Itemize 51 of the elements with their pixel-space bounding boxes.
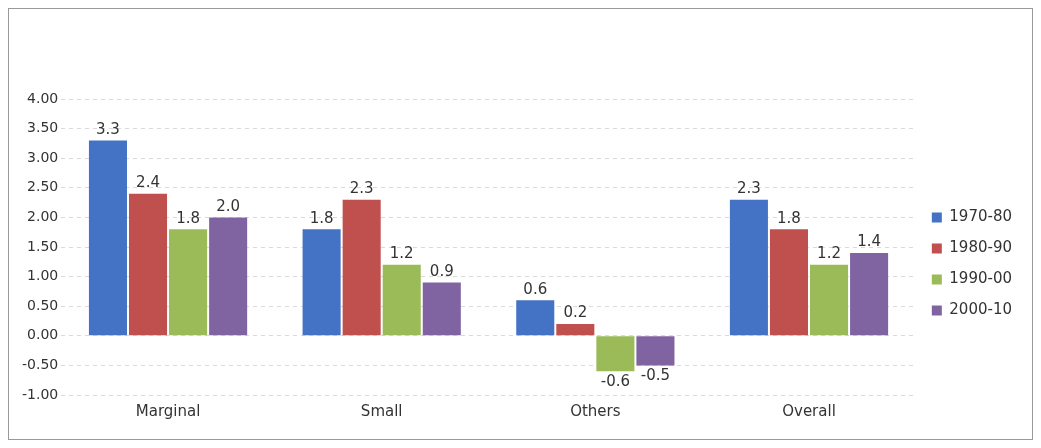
bar <box>636 336 675 366</box>
data-label: -0.5 <box>640 365 671 384</box>
y-tick-label: 4.00 <box>27 89 59 106</box>
data-label: 2.4 <box>136 173 160 192</box>
bar <box>729 199 768 336</box>
y-tick-label: 0.50 <box>27 296 59 313</box>
legend-label: 1970-80 <box>949 207 1013 226</box>
x-tick-label: Marginal <box>135 401 201 420</box>
data-label: 2.0 <box>216 196 241 215</box>
y-tick-label: 2.00 <box>27 208 59 225</box>
y-tick-label: -0.50 <box>21 356 59 373</box>
data-label: 0.6 <box>523 279 548 298</box>
bar <box>596 336 635 372</box>
bar <box>769 229 808 336</box>
data-label: 0.9 <box>429 261 454 280</box>
legend-label: 1990-00 <box>949 269 1013 288</box>
bar <box>128 193 168 336</box>
data-label: 1.4 <box>857 232 882 251</box>
bar <box>810 264 849 336</box>
x-tick-label: Overall <box>782 401 836 420</box>
bar <box>209 217 248 336</box>
bar <box>169 229 208 336</box>
bar <box>302 229 341 336</box>
bar <box>382 264 421 336</box>
data-label: 1.2 <box>389 244 414 263</box>
bar <box>342 199 381 336</box>
bar <box>516 300 555 336</box>
legend-label: 1980-90 <box>949 238 1013 257</box>
data-label: 2.3 <box>736 179 761 198</box>
data-label: 1.2 <box>817 244 841 263</box>
y-tick-label: 3.00 <box>27 148 59 165</box>
data-label: 2.3 <box>349 179 374 198</box>
y-tick-label: 1.50 <box>27 237 59 254</box>
data-label: 1.8 <box>176 208 201 227</box>
y-tick-label: 3.50 <box>27 119 59 136</box>
bar <box>556 323 595 336</box>
x-tick-label: Others <box>570 401 621 420</box>
bar <box>88 140 127 336</box>
y-tick-label: 2.50 <box>27 178 59 195</box>
data-label: 1.8 <box>777 208 801 227</box>
x-tick-label: Small <box>360 401 403 420</box>
bar <box>850 252 889 336</box>
data-label: -0.6 <box>600 371 631 390</box>
data-label: 0.2 <box>563 303 588 322</box>
y-tick-label: 0.00 <box>27 326 59 343</box>
legend-label: 2000-10 <box>949 300 1013 319</box>
bar <box>422 282 461 336</box>
data-label: 3.3 <box>96 119 120 138</box>
y-tick-label: -1.00 <box>21 385 59 402</box>
y-tick-label: 1.00 <box>27 267 59 284</box>
data-label: 1.8 <box>309 208 334 227</box>
